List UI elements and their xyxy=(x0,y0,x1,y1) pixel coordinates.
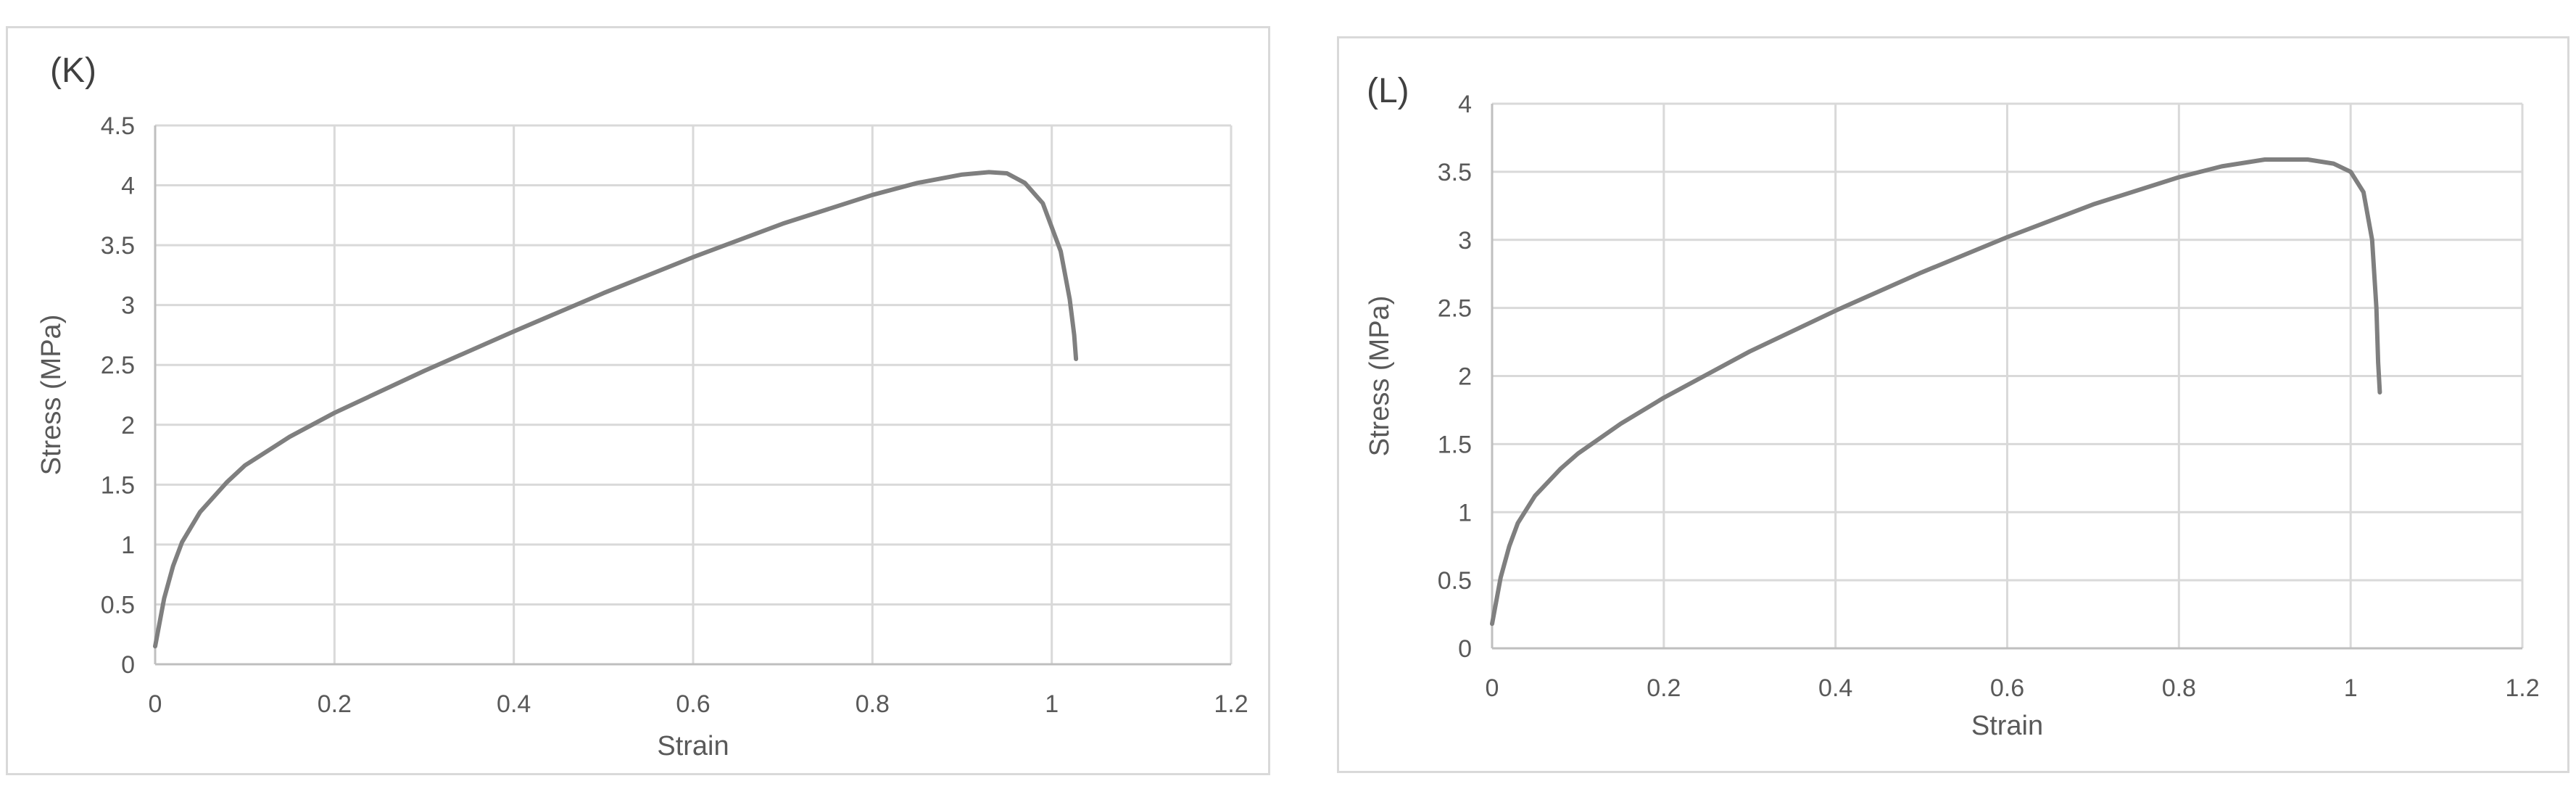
chart-panel-k: 0 0.5 1 1.5 2 2.5 3 3.5 4 4.5 0 0.2 0.4 0.6 0.8 1 1.2 Str… xyxy=(6,26,1270,775)
x-tick-label: 0.8 xyxy=(2162,674,2196,702)
y-tick-label: 1 xyxy=(121,532,135,559)
y-tick-label: 3.5 xyxy=(101,232,135,260)
chart-panel-l: 0 0.5 1 1.5 2 2.5 3 3.5 4 0 0.2 0.4 0.6 0.8 1 1.2 Strain… xyxy=(1337,36,2569,773)
y-tick-label: 4 xyxy=(1458,91,1472,118)
y-tick-label: 0.5 xyxy=(1438,567,1472,595)
x-tick-label: 0 xyxy=(1486,674,1499,702)
x-tick-label: 0.8 xyxy=(856,690,890,718)
x-tick-label: 1 xyxy=(1045,690,1059,718)
x-tick-label: 1.2 xyxy=(1214,690,1248,718)
x-axis-title: Strain xyxy=(1971,711,2043,741)
y-tick-label: 4.5 xyxy=(101,112,135,140)
y-tick-label: 3.5 xyxy=(1438,159,1472,186)
x-tick-label: 1.2 xyxy=(2505,674,2539,702)
series-line-0 xyxy=(1490,157,2382,627)
panel-label: (K) xyxy=(50,51,96,90)
y-tick-label: 3 xyxy=(1458,227,1472,255)
x-tick-label: 0.2 xyxy=(1647,674,1681,702)
x-tick-label: 0.4 xyxy=(497,690,531,718)
x-tick-label: 0.4 xyxy=(1818,674,1852,702)
chart-l: 0 0.5 1 1.5 2 2.5 3 3.5 4 0 0.2 0.4 0.6 0.8 1 1.2 Strain… xyxy=(1364,72,2540,741)
x-axis-title: Strain xyxy=(657,731,729,761)
y-tick-label: 0 xyxy=(1458,635,1472,663)
y-tick-label: 1.5 xyxy=(1438,431,1472,458)
x-tick-label: 0.6 xyxy=(1990,674,2024,702)
y-axis-title: Stress (MPa) xyxy=(36,315,67,476)
x-tick-label: 0.6 xyxy=(676,690,710,718)
y-tick-label: 3 xyxy=(121,292,135,320)
y-axis-title: Stress (MPa) xyxy=(1364,296,1395,457)
y-tick-label: 1.5 xyxy=(101,471,135,499)
series-line-0 xyxy=(153,170,1079,649)
y-tick-label: 2 xyxy=(121,412,135,439)
y-tick-label: 2.5 xyxy=(101,352,135,379)
y-tick-label: 2.5 xyxy=(1438,295,1472,323)
x-tick-label: 1 xyxy=(2344,674,2358,702)
y-tick-label: 1 xyxy=(1458,499,1472,526)
y-tick-label: 2 xyxy=(1458,363,1472,391)
x-tick-label: 0 xyxy=(149,690,162,718)
panel-label: (L) xyxy=(1367,72,1409,110)
y-tick-label: 0 xyxy=(121,651,135,679)
y-tick-label: 4 xyxy=(121,173,135,200)
chart-k: 0 0.5 1 1.5 2 2.5 3 3.5 4 4.5 0 0.2 0.4 0.6 0.8 1 1.2 Str… xyxy=(36,51,1248,761)
x-tick-label: 0.2 xyxy=(318,690,352,718)
y-tick-label: 0.5 xyxy=(101,591,135,619)
